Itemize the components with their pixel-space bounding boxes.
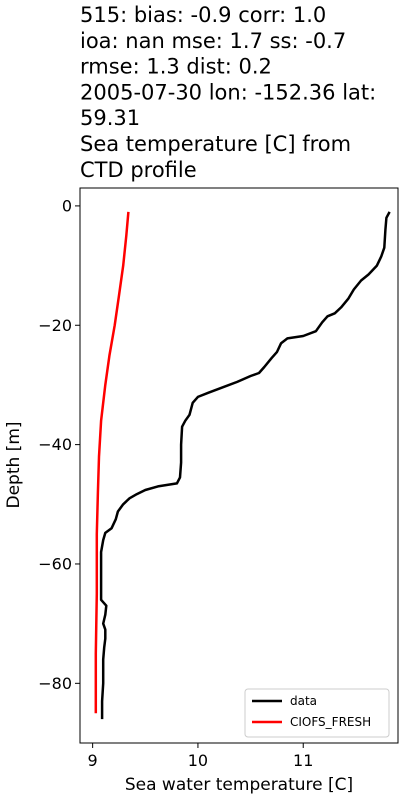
y-axis-label: Depth [m] bbox=[4, 421, 24, 508]
plot-area bbox=[79, 187, 399, 744]
y-axis-ticks: 0 −20 −40 −60 −80 bbox=[38, 196, 80, 693]
title-line: Sea temperature [C] from bbox=[80, 132, 351, 156]
y-tick-label: −20 bbox=[38, 316, 72, 335]
title-line: 515: bias: -0.9 corr: 1.0 bbox=[80, 3, 326, 27]
title-line: rmse: 1.3 dist: 0.2 bbox=[80, 55, 272, 79]
title-line: CTD profile bbox=[80, 158, 197, 182]
legend: data CIOFS_FRESH bbox=[244, 688, 390, 738]
y-tick-label: −40 bbox=[38, 435, 72, 454]
legend-label-model: CIOFS_FRESH bbox=[290, 715, 371, 729]
legend-label-data: data bbox=[290, 694, 317, 708]
title-line: ioa: nan mse: 1.7 ss: -0.7 bbox=[80, 29, 346, 53]
y-tick-label: −60 bbox=[38, 554, 72, 573]
y-tick-label: 0 bbox=[62, 196, 72, 215]
title-line: 59.31 bbox=[80, 106, 140, 130]
series-line-data bbox=[99, 211, 391, 720]
x-axis-label: Sea water temperature [C] bbox=[125, 775, 353, 795]
x-tick-label: 11 bbox=[293, 751, 313, 770]
x-tick-label: 9 bbox=[88, 751, 98, 770]
series-line-model bbox=[94, 211, 130, 714]
y-tick-label: −80 bbox=[38, 674, 72, 693]
series-group bbox=[94, 211, 391, 720]
x-tick-label: 10 bbox=[188, 751, 208, 770]
title-line: 2005-07-30 lon: -152.36 lat: bbox=[80, 80, 376, 104]
x-axis-ticks: 9 10 11 bbox=[88, 743, 313, 770]
